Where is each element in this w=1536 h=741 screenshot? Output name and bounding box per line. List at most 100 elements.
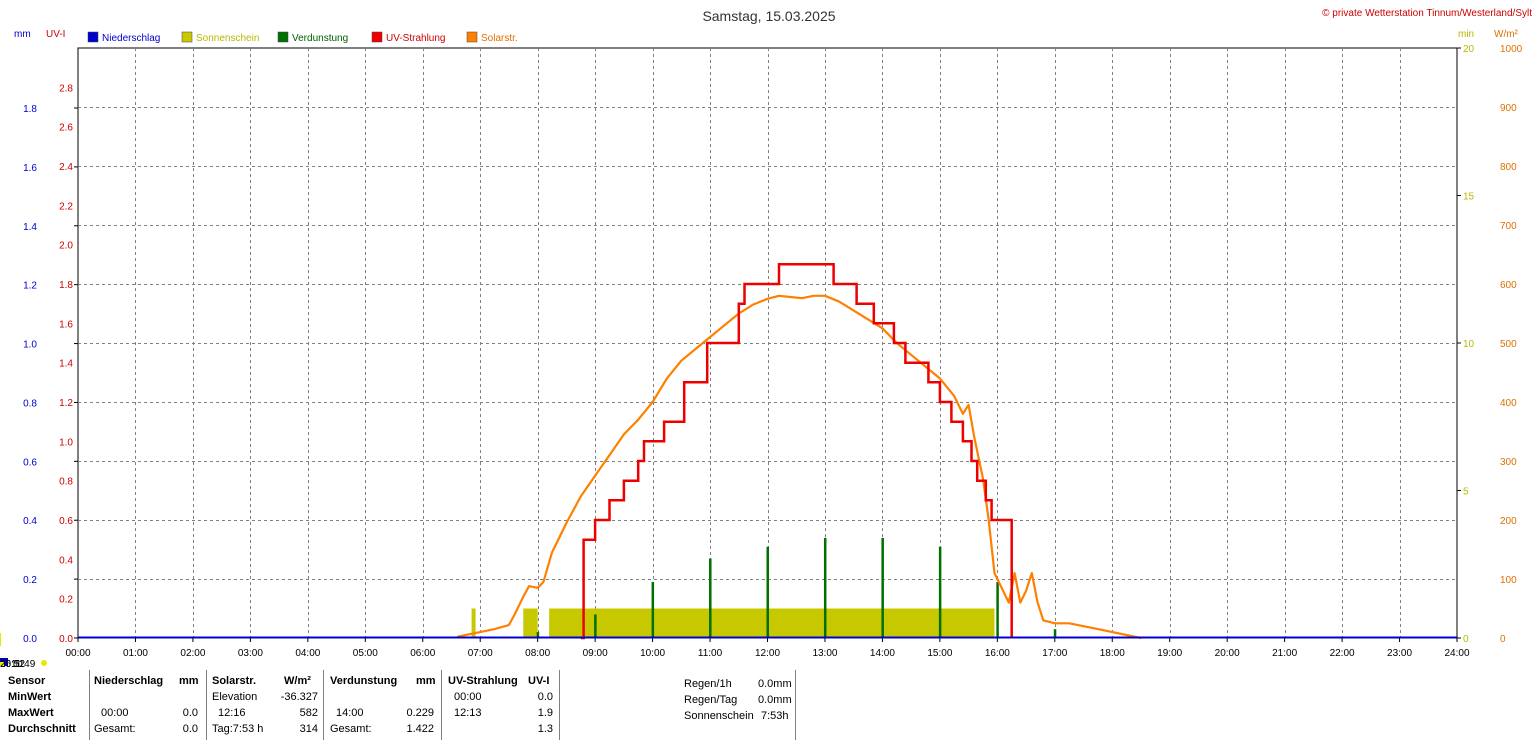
column-divider [206, 670, 207, 740]
evaporation-bar [536, 632, 540, 638]
solar-min-label: Elevation [212, 691, 258, 703]
x-tick-label: 20:00 [1215, 648, 1240, 659]
sunshine-block [523, 608, 538, 638]
x-tick-label: 06:00 [410, 648, 435, 659]
uv-tick-label: 0.6 [59, 516, 73, 527]
legend-swatch [87, 31, 99, 43]
x-tick-label: 23:00 [1387, 648, 1412, 659]
moon-time-label: 11:49 [11, 659, 36, 668]
column-divider [89, 670, 90, 740]
axis-unit-uv: UV-I [46, 29, 65, 40]
uv-min-value: 0.0 [537, 691, 553, 703]
solar-unit: W/m² [284, 675, 311, 687]
min-tick-label: 20 [1463, 44, 1475, 55]
uv-radiation-line [580, 263, 1013, 640]
legend-label: Sonnenschein [196, 33, 259, 44]
legend-label: Solarstr. [481, 33, 518, 44]
mm-tick-label: 1.0 [23, 340, 37, 351]
nied-avg-value: 0.0 [182, 723, 198, 735]
uv-tick-label: 2.8 [59, 83, 73, 94]
uv-tick-label: 1.2 [59, 398, 73, 409]
row-label-maxwert: MaxWert [8, 707, 54, 719]
x-tick-label: 19:00 [1157, 648, 1182, 659]
mm-tick-label: 1.4 [23, 222, 37, 233]
uv-tick-label: 1.0 [59, 437, 73, 448]
mm-tick-label: 0.0 [23, 634, 37, 645]
wm2-tick-label: 800 [1500, 162, 1517, 173]
evaporation-bar [1053, 629, 1057, 638]
mm-tick-label: 1.2 [23, 281, 37, 292]
axis-unit-wm2: W/m² [1494, 29, 1519, 40]
evaporation-bar [766, 546, 769, 638]
regentag-label: Regen/Tag [684, 694, 738, 706]
verd-avg-label: Gesamt: [330, 723, 372, 735]
sunshine-block [549, 608, 995, 638]
uv-tick-label: 1.6 [59, 319, 73, 330]
uv-min-time: 00:00 [454, 691, 482, 703]
uv-unit: UV-I [528, 675, 550, 687]
x-tick-label: 07:00 [468, 648, 493, 659]
solar-header: Solarstr. [212, 675, 257, 687]
sonnenschein-label: Sonnenschein [684, 710, 754, 722]
wm2-tick-label: 100 [1500, 575, 1517, 586]
x-tick-label: 02:00 [180, 648, 205, 659]
x-tick-label: 05:00 [353, 648, 378, 659]
solar-max-value: 582 [299, 707, 318, 719]
stats-table: Sensor MinWert MaxWert Durchschnitt Nied… [0, 668, 1536, 741]
x-tick-label: 11:00 [698, 648, 723, 659]
uv-header: UV-Strahlung [448, 675, 518, 687]
uv-tick-label: 0.4 [59, 555, 73, 566]
legend-label: Verdunstung [292, 33, 348, 44]
row-label-sensor: Sensor [8, 675, 46, 687]
legend-swatch [466, 31, 478, 43]
verd-avg-value: 1.422 [406, 723, 434, 735]
mm-tick-label: 1.8 [23, 104, 37, 115]
x-tick-label: 22:00 [1330, 648, 1355, 659]
uv-tick-label: 1.8 [59, 280, 73, 291]
wm2-tick-label: 0 [1500, 634, 1506, 645]
uv-tick-label: 2.0 [59, 241, 73, 252]
x-tick-label: 04:00 [295, 648, 320, 659]
x-tick-label: 17:00 [1042, 648, 1067, 659]
x-tick-label: 14:00 [870, 648, 895, 659]
evaporation-bar [709, 558, 712, 638]
sunrise-label: 06:52 [0, 659, 25, 668]
legend-swatch [277, 31, 289, 43]
axis-unit-min: min [1458, 29, 1474, 40]
uv-tick-label: 1.4 [59, 359, 73, 370]
x-tick-label: 13:00 [812, 648, 837, 659]
wm2-tick-label: 600 [1500, 280, 1517, 291]
mm-tick-label: 0.8 [23, 398, 37, 409]
row-label-durchschnitt: Durchschnitt [8, 723, 76, 735]
column-divider [323, 670, 324, 740]
column-divider [559, 670, 560, 740]
nied-max-value: 0.0 [182, 707, 198, 719]
wm2-tick-label: 400 [1500, 398, 1517, 409]
wm2-tick-label: 1000 [1500, 44, 1523, 55]
x-tick-label: 18:00 [1100, 648, 1125, 659]
evaporation-bar [938, 546, 942, 638]
min-tick-label: 15 [1463, 192, 1475, 203]
column-divider [795, 670, 796, 740]
solar-max-time: 12:16 [218, 707, 246, 719]
uv-max-time: 12:13 [454, 707, 482, 719]
wm2-tick-label: 900 [1500, 103, 1517, 114]
legend-label: Niederschlag [102, 33, 160, 44]
verd-max-time: 14:00 [336, 707, 364, 719]
sonnenschein-value: 7:53h [761, 710, 789, 722]
uv-tick-label: 0.8 [59, 477, 73, 488]
mm-tick-label: 1.6 [23, 163, 37, 174]
solar-avg-value: 314 [299, 723, 318, 735]
uv-tick-label: 2.2 [59, 201, 73, 212]
solar-avg-label: Tag:7:53 h [212, 723, 264, 735]
uv-tick-label: 2.4 [59, 162, 73, 173]
x-tick-label: 08:00 [525, 648, 550, 659]
evaporation-bar [651, 582, 655, 638]
x-tick-label: 10:00 [640, 648, 665, 659]
mm-tick-label: 0.6 [23, 457, 37, 468]
copyright-note: © private Wetterstation Tinnum/Westerlan… [1322, 8, 1532, 19]
x-tick-label: 15:00 [927, 648, 952, 659]
min-tick-label: 10 [1463, 339, 1475, 350]
moon-icon [41, 660, 47, 666]
verd-unit: mm [416, 675, 436, 687]
